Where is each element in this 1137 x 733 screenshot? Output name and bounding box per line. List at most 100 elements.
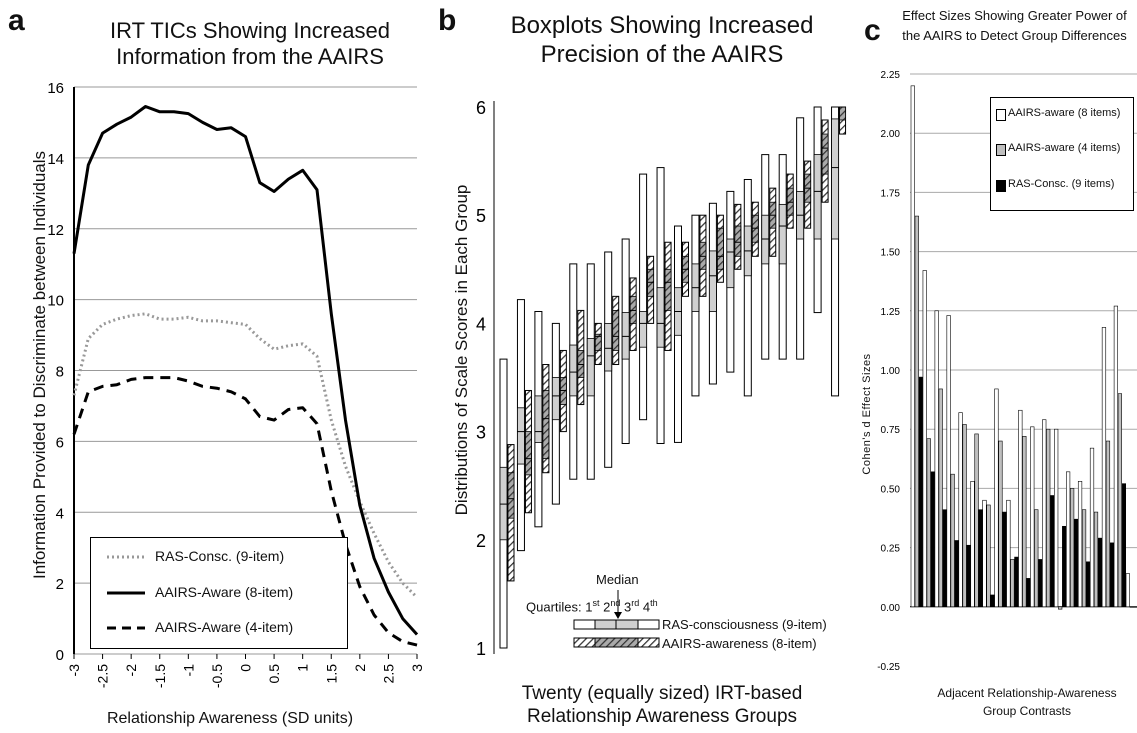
bar-series-2 — [1129, 606, 1134, 608]
aairs-box-iqr — [699, 241, 707, 270]
y-tick-label: 1.75 — [881, 188, 901, 199]
x-tick-label: 3 — [409, 664, 425, 672]
panel-b-title-line2: Precision of the AAIRS — [540, 40, 784, 68]
bar-series-2 — [1117, 393, 1123, 608]
x-tick-label: 2 — [352, 664, 368, 672]
bar-series-3 — [1038, 559, 1043, 608]
y-tick-label: 0 — [56, 647, 64, 664]
bar-series-1 — [934, 310, 939, 608]
aairs-box-iqr — [629, 295, 637, 324]
y-tick-label: 1.25 — [881, 307, 901, 318]
panel-a-ylabel: Information Provided to Discriminate bet… — [30, 150, 49, 580]
y-tick-label: 6 — [476, 98, 486, 118]
bar-series-1 — [1042, 419, 1047, 608]
x-tick-label: 0 — [238, 664, 254, 672]
panel-c-letter: c — [864, 14, 881, 47]
x-tick-label: 2.5 — [380, 664, 396, 684]
bar-series-2 — [926, 438, 931, 608]
bar-series-2 — [1022, 436, 1027, 608]
bar-series-2 — [974, 433, 979, 608]
bar-series-3 — [954, 540, 959, 608]
ras-box-iqr — [551, 377, 560, 421]
bar-series-3 — [966, 544, 971, 608]
y-tick-label: 1.00 — [881, 366, 901, 377]
bar-series-3 — [990, 594, 995, 608]
bar-series-1 — [958, 412, 963, 608]
aairs-box-iqr — [594, 333, 602, 351]
aairs-box-iqr — [577, 350, 585, 378]
panel-a-letter: a — [8, 4, 25, 37]
series-line-3 — [72, 376, 418, 647]
y-tick-label: 4 — [476, 314, 486, 334]
bar-series-1 — [1018, 409, 1023, 608]
bar-series-2 — [1034, 509, 1039, 608]
y-tick-label: 1 — [476, 639, 486, 659]
y-tick-label: -0.25 — [877, 662, 900, 673]
q3-sup: rd — [631, 598, 640, 608]
bar-series-3 — [1121, 483, 1127, 608]
ras-box-range — [743, 178, 752, 397]
panel-c-title: Effect Sizes Showing Greater Power of th… — [892, 6, 1137, 46]
bar-series-1 — [982, 499, 987, 608]
y-tick-label: 2.00 — [881, 129, 901, 140]
legend-swatch-aairs4 — [996, 144, 1006, 156]
bar-series-3 — [1002, 511, 1007, 608]
bar-series-1 — [1030, 426, 1035, 608]
bar-series-2 — [1070, 488, 1075, 608]
bar-series-1 — [946, 315, 951, 608]
aairs-box-iqr — [507, 472, 515, 519]
ras-box-iqr — [586, 338, 595, 397]
ras-box-iqr — [726, 238, 735, 289]
panel-b-xlabel: Twenty (equally sized) IRT-based Relatio… — [472, 683, 852, 729]
panel-c-xlabel: Adjacent Relationship-Awareness Group Co… — [922, 684, 1132, 720]
y-tick-label: 0.00 — [881, 603, 901, 614]
q2-sup: nd — [610, 598, 621, 608]
y-tick-label: 8 — [56, 364, 64, 381]
bar-series-2 — [998, 440, 1003, 608]
ras-box-iqr — [708, 250, 717, 312]
y-tick-label: 0.50 — [881, 484, 901, 495]
panel-a-title-line1: IRT TICs Showing Increased — [109, 18, 391, 43]
x-tick-label: 1.5 — [323, 664, 339, 684]
panel-b: b Boxplots Showing Increased Precision o… — [432, 0, 862, 733]
bar-series-3 — [1097, 537, 1103, 608]
x-tick-label: -2.5 — [95, 664, 111, 688]
bar-series-3 — [1062, 525, 1067, 608]
panel-a-xlabel: Relationship Awareness (SD units) — [106, 710, 354, 727]
ras-box-range — [639, 173, 648, 421]
aairs-box-iqr — [559, 377, 567, 405]
bar-series-2 — [1105, 440, 1111, 608]
bar-series-3 — [942, 509, 947, 608]
x-tick-label: -3 — [66, 664, 82, 677]
panel-a-legend: RAS-Consc. (9-item) AAIRS-Aware (8-item)… — [90, 537, 348, 649]
aairs-box-iqr — [751, 214, 759, 243]
panel-c-ylabel: Cohen's d Effect Sizes — [861, 353, 873, 475]
y-tick-label: 0.25 — [881, 544, 901, 555]
bar-series-1 — [1066, 471, 1071, 608]
aairs-box-iqr — [664, 268, 672, 311]
bar-series-2 — [938, 388, 943, 608]
panel-a-title: IRT TICs Showing Increased Information f… — [70, 18, 430, 71]
bar-series-3 — [1074, 518, 1079, 608]
q1-sup: st — [592, 598, 600, 608]
y-tick-label: 2 — [56, 576, 64, 593]
panel-c-xlabel-line1: Adjacent Relationship-Awareness — [937, 686, 1117, 700]
legend-ras-consc: RAS-Consc. (9-item) — [155, 548, 285, 564]
ras-box-iqr — [761, 214, 770, 265]
panel-b-letter: b — [438, 4, 457, 37]
ras-box-iqr — [517, 407, 525, 465]
bar-series-2 — [950, 473, 955, 608]
bar-series-2 — [1010, 559, 1015, 608]
ras-box-iqr — [621, 312, 630, 360]
quartiles-prefix: Quartiles: 1 — [526, 599, 593, 615]
legend-aairs8-label: AAIRS-aware (8 items) — [1008, 107, 1121, 119]
bar-series-1 — [1101, 327, 1107, 608]
x-tick-label: -2 — [123, 664, 139, 677]
ras-box-iqr — [534, 395, 543, 443]
ras-box-iqr — [656, 287, 665, 348]
panel-c-chart: -0.25 0.00 0.25 0.50 0.75 1.00 1.25 1.50 1.75 2.0… — [877, 70, 1137, 673]
panel-a-title-line2: Information from the AAIRS — [116, 44, 384, 70]
bar-series-1 — [1089, 447, 1095, 608]
ras-box-range — [831, 106, 840, 397]
q4-sup: th — [650, 598, 658, 608]
